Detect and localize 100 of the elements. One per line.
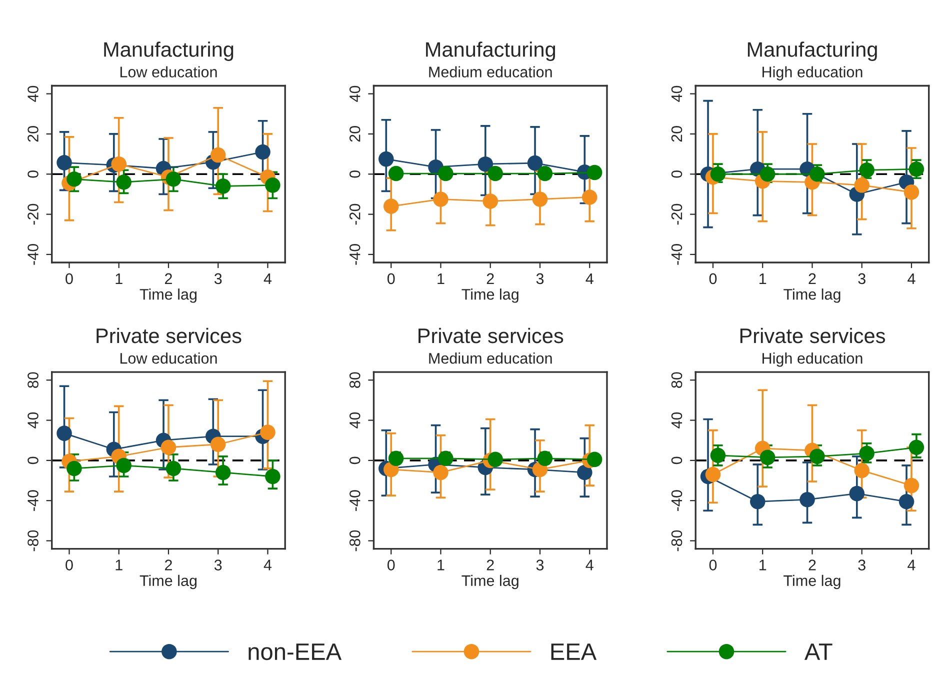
x-axis-title: Time lag: [462, 574, 518, 590]
y-tick-label: 0: [349, 170, 360, 178]
point: [586, 452, 602, 468]
x-tick-label: 4: [264, 560, 272, 570]
chart-title: Private services: [418, 328, 564, 344]
y-tick-label: 80: [28, 372, 38, 388]
point: [438, 166, 454, 182]
point: [904, 478, 920, 494]
y-tick-label: 40: [349, 412, 360, 428]
y-tick-label: 20: [349, 126, 360, 142]
x-tick-label: 1: [116, 273, 122, 284]
y-tick-label: -40: [349, 490, 360, 511]
x-tick-label: 0: [387, 560, 395, 570]
y-tick-label: -40: [671, 490, 682, 511]
y-tick-label: -40: [28, 490, 38, 511]
point: [898, 494, 914, 510]
x-tick-label: 0: [709, 560, 717, 570]
point: [116, 174, 132, 190]
x-tick-label: 1: [438, 560, 444, 570]
x-tick-label: 2: [808, 273, 816, 284]
y-tick-label: 80: [349, 372, 360, 388]
y-tick-label: 0: [28, 456, 38, 464]
chart-subtitle: High education: [762, 66, 862, 80]
x-tick-label: 2: [165, 560, 172, 570]
point: [810, 448, 825, 464]
point: [383, 198, 399, 214]
point: [433, 464, 448, 480]
point: [378, 151, 394, 167]
y-tick-label: 0: [28, 170, 38, 178]
x-tick-label: 4: [908, 560, 916, 570]
x-tick-label: 2: [808, 560, 816, 570]
chart-subtitle: High education: [762, 352, 862, 367]
x-tick-label: 1: [438, 273, 444, 284]
x-axis-title: Time lag: [784, 288, 840, 303]
y-tick-label: -40: [671, 244, 682, 265]
x-tick-label: 4: [908, 273, 916, 284]
point: [586, 164, 602, 180]
y-tick-label: -80: [28, 530, 38, 552]
point: [488, 166, 503, 182]
point: [438, 450, 454, 466]
x-tick-label: 2: [486, 560, 494, 570]
x-tick-label: 2: [165, 273, 172, 284]
point: [849, 486, 865, 502]
chart-subtitle: Medium education: [429, 352, 552, 364]
x-axis-title: Time lag: [462, 288, 518, 303]
point: [710, 448, 726, 464]
x-tick-label: 3: [858, 560, 866, 570]
chart-title: Manufacturing: [748, 42, 877, 62]
chart-title: Manufacturing: [104, 42, 234, 62]
point: [210, 147, 226, 163]
point: [710, 166, 726, 182]
point: [760, 166, 776, 182]
x-tick-label: 0: [66, 273, 73, 284]
y-tick-label: 20: [28, 126, 38, 142]
y-tick-label: 0: [349, 456, 360, 464]
point: [66, 172, 82, 187]
point: [537, 450, 553, 466]
point: [166, 172, 182, 187]
point: [582, 190, 598, 205]
point: [854, 462, 870, 478]
y-tick-label: -20: [28, 204, 38, 225]
point: [527, 155, 543, 171]
y-tick-label: 80: [671, 372, 682, 388]
point: [908, 440, 924, 456]
point: [482, 194, 498, 209]
point: [255, 144, 270, 160]
x-tick-label: 1: [116, 560, 122, 570]
x-tick-label: 3: [214, 273, 222, 284]
y-tick-label: 0: [671, 456, 682, 464]
point: [265, 468, 280, 484]
point: [166, 460, 182, 476]
x-tick-label: 0: [66, 560, 73, 570]
x-tick-label: 3: [536, 273, 544, 284]
point: [388, 450, 404, 466]
chart-title: Private services: [740, 328, 885, 344]
text: EEA: [551, 644, 597, 660]
x-tick-label: 4: [586, 560, 594, 570]
x-tick-label: 2: [486, 273, 494, 284]
point: [388, 166, 404, 182]
chart-title: Manufacturing: [426, 42, 556, 62]
point: [488, 452, 503, 468]
x-tick-label: 1: [760, 560, 766, 570]
point: [854, 178, 870, 193]
point: [116, 458, 132, 474]
y-tick-label: -80: [349, 530, 360, 552]
point: [66, 460, 82, 476]
x-tick-label: 4: [586, 273, 594, 284]
point: [160, 440, 176, 456]
point: [215, 464, 231, 480]
x-tick-label: 0: [709, 273, 717, 284]
text: AT: [804, 644, 832, 660]
chart-subtitle: Low education: [120, 352, 217, 364]
y-tick-label: -40: [28, 244, 38, 265]
point: [859, 162, 874, 178]
point: [265, 178, 280, 193]
x-tick-label: 0: [387, 273, 395, 284]
text: non-EEA: [248, 644, 342, 660]
y-tick-label: 40: [349, 86, 360, 102]
point: [859, 446, 874, 462]
y-tick-label: 40: [671, 412, 682, 428]
